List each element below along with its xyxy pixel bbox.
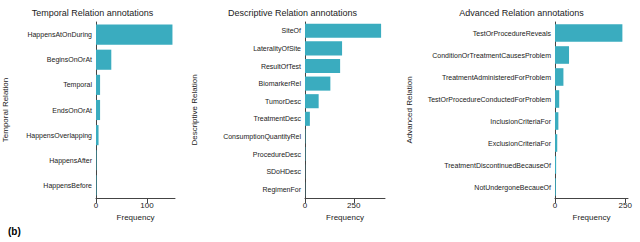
svg-text:ConsumptionQuantityRel: ConsumptionQuantityRel xyxy=(223,133,301,141)
svg-text:Frequency: Frequency xyxy=(573,213,611,222)
svg-text:NotUndergoneBecaueOf: NotUndergoneBecaueOf xyxy=(474,184,551,192)
svg-text:HappensOverlapping: HappensOverlapping xyxy=(26,132,92,140)
svg-text:ProcedureDesc: ProcedureDesc xyxy=(253,151,302,158)
svg-text:250: 250 xyxy=(619,201,633,210)
svg-text:TestOrProcedureReveals: TestOrProcedureReveals xyxy=(473,30,552,37)
svg-text:ExclusionCriteriaFor: ExclusionCriteriaFor xyxy=(488,140,552,147)
svg-text:Temporal Relation annotations: Temporal Relation annotations xyxy=(32,8,154,18)
svg-text:HappensBefore: HappensBefore xyxy=(43,182,92,190)
svg-text:LateralityOfSite: LateralityOfSite xyxy=(253,45,301,53)
svg-text:TreatmentDesc: TreatmentDesc xyxy=(253,115,301,122)
svg-text:TreatmentDiscontinuedBecauseOf: TreatmentDiscontinuedBecauseOf xyxy=(444,162,551,169)
svg-text:Descriptive Relation: Descriptive Relation xyxy=(190,74,199,145)
svg-text:0: 0 xyxy=(553,201,558,210)
svg-text:SiteOf: SiteOf xyxy=(282,27,302,34)
svg-text:TestOrProcedureConductedForPro: TestOrProcedureConductedForProblem xyxy=(428,96,552,103)
svg-text:Temporal Relation: Temporal Relation xyxy=(1,78,10,142)
svg-text:Descriptive Relation annotatio: Descriptive Relation annotations xyxy=(228,8,358,18)
svg-text:ConditionOrTreatmentCausesProb: ConditionOrTreatmentCausesProblem xyxy=(432,52,551,59)
svg-text:TreatmentAdministeredForProble: TreatmentAdministeredForProblem xyxy=(442,74,551,81)
svg-text:BiomarkerRel: BiomarkerRel xyxy=(259,80,302,87)
svg-text:InclusionCriteriaFor: InclusionCriteriaFor xyxy=(490,118,551,125)
svg-text:SDoHDesc: SDoHDesc xyxy=(266,168,301,175)
svg-text:0: 0 xyxy=(94,201,99,210)
svg-text:250: 250 xyxy=(347,201,361,210)
svg-text:Temporal: Temporal xyxy=(63,81,92,89)
svg-text:Frequency: Frequency xyxy=(326,213,364,222)
svg-text:Frequency: Frequency xyxy=(117,213,155,222)
svg-text:100: 100 xyxy=(140,201,154,210)
svg-text:EndsOnOrAt: EndsOnOrAt xyxy=(52,107,92,114)
svg-text:(b): (b) xyxy=(8,226,21,237)
svg-text:ResultOfTest: ResultOfTest xyxy=(261,63,301,70)
svg-text:0: 0 xyxy=(303,201,308,210)
svg-text:Advanced Relation annotations: Advanced Relation annotations xyxy=(459,8,584,18)
svg-text:HappensAfter: HappensAfter xyxy=(49,157,92,165)
svg-text:BeginsOnOrAt: BeginsOnOrAt xyxy=(47,56,92,64)
svg-text:RegimenFor: RegimenFor xyxy=(262,186,301,194)
svg-text:TumorDesc: TumorDesc xyxy=(265,98,301,105)
svg-text:HappensAtOnDuring: HappensAtOnDuring xyxy=(27,31,92,39)
svg-text:Advanced Relation: Advanced Relation xyxy=(405,76,414,143)
